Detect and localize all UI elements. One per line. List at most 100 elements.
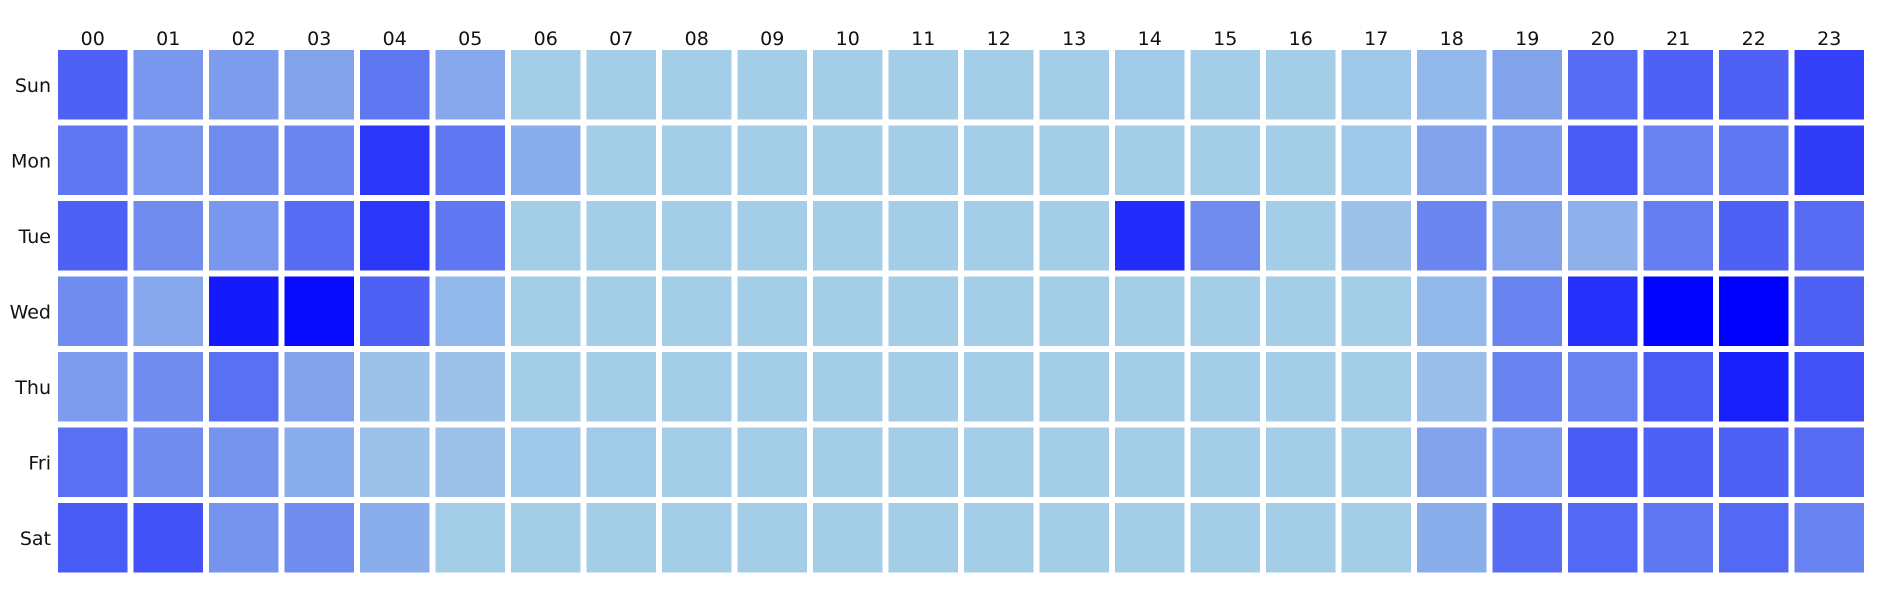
heatmap-cell (1039, 50, 1109, 120)
x-tick-label: 11 (911, 28, 935, 50)
heatmap-cell (1643, 50, 1713, 120)
heatmap-cell (1794, 427, 1864, 497)
heatmap-cell (1266, 503, 1336, 573)
heatmap-cell (1492, 201, 1562, 271)
heatmap-cell (1719, 503, 1789, 573)
heatmap-cell (209, 125, 279, 195)
x-tick-label: 10 (836, 28, 860, 50)
heatmap-cell (1417, 427, 1487, 497)
heatmap-cell (1341, 276, 1411, 346)
heatmap-cell (1417, 201, 1487, 271)
x-tick-label: 00 (81, 28, 105, 50)
heatmap-cell (209, 503, 279, 573)
heatmap-cell (813, 50, 883, 120)
heatmap-cell (209, 427, 279, 497)
heatmap-cell (586, 352, 656, 422)
heatmap-cell (888, 503, 958, 573)
heatmap-cell (662, 352, 732, 422)
heatmap-cell (1190, 503, 1260, 573)
heatmap-cell (511, 201, 581, 271)
y-tick-label: Thu (14, 377, 51, 399)
heatmap-cell (435, 276, 505, 346)
heatmap-cell (284, 427, 354, 497)
x-tick-label: 08 (685, 28, 709, 50)
heatmap-cell (586, 276, 656, 346)
heatmap-cell (360, 50, 430, 120)
heatmap-cell (58, 125, 128, 195)
heatmap-cell (1568, 125, 1638, 195)
heatmap-cell (813, 352, 883, 422)
heatmap-cell (1039, 352, 1109, 422)
heatmap-cell (284, 503, 354, 573)
heatmap-cell (1492, 276, 1562, 346)
heatmap-cell (1190, 50, 1260, 120)
x-tick-label: 14 (1138, 28, 1162, 50)
heatmap-cell (1492, 427, 1562, 497)
heatmap-cell (1190, 201, 1260, 271)
heatmap-cell (133, 201, 203, 271)
heatmap-cell (360, 352, 430, 422)
heatmap-cell (1115, 50, 1185, 120)
heatmap-cell (1417, 125, 1487, 195)
heatmap-cell (1568, 352, 1638, 422)
heatmap-cell (1341, 503, 1411, 573)
heatmap-cell (1794, 50, 1864, 120)
heatmap-cell (435, 50, 505, 120)
x-tick-label: 20 (1591, 28, 1615, 50)
x-tick-label: 03 (307, 28, 331, 50)
heatmap-cell (209, 50, 279, 120)
heatmap-cell (964, 352, 1034, 422)
heatmap-cell (1190, 427, 1260, 497)
x-axis-labels: 00 01 02 03 04 05 06 07 08 09 10 11 12 13 14 15 16 17 18 19… (81, 28, 1842, 50)
heatmap-cell (133, 50, 203, 120)
heatmap-cell (586, 125, 656, 195)
heatmap-cell (737, 503, 807, 573)
heatmap-cell (1794, 125, 1864, 195)
heatmap-cell (1341, 427, 1411, 497)
heatmap-cell (1266, 352, 1336, 422)
heatmap-cell (360, 125, 430, 195)
heatmap-cell (737, 125, 807, 195)
heatmap-cell (1568, 276, 1638, 346)
x-tick-label: 23 (1817, 28, 1841, 50)
heatmap-cell (1039, 201, 1109, 271)
heatmap-cell (1492, 50, 1562, 120)
x-tick-label: 01 (156, 28, 180, 50)
heatmap-cell (209, 276, 279, 346)
heatmap-cell (133, 125, 203, 195)
heatmap-cell (1568, 201, 1638, 271)
heatmap-cell (662, 427, 732, 497)
heatmap-cell (1190, 352, 1260, 422)
heatmap-cell (1266, 276, 1336, 346)
heatmap-cell (511, 276, 581, 346)
heatmap-cell (284, 201, 354, 271)
heatmap-cells (58, 50, 1864, 573)
x-tick-label: 22 (1742, 28, 1766, 50)
heatmap-cell (888, 125, 958, 195)
heatmap-cell (813, 201, 883, 271)
heatmap-cell (1341, 125, 1411, 195)
heatmap-cell (360, 503, 430, 573)
x-tick-label: 17 (1364, 28, 1388, 50)
heatmap-cell (511, 503, 581, 573)
heatmap-cell (737, 427, 807, 497)
heatmap-cell (511, 427, 581, 497)
heatmap-cell (1039, 125, 1109, 195)
heatmap-cell (1190, 125, 1260, 195)
heatmap-cell (284, 50, 354, 120)
heatmap-cell (737, 50, 807, 120)
heatmap-cell (1492, 352, 1562, 422)
x-tick-label: 06 (534, 28, 558, 50)
heatmap-cell (662, 201, 732, 271)
heatmap-cell (284, 125, 354, 195)
heatmap-cell (1115, 276, 1185, 346)
y-tick-label: Sat (20, 528, 51, 550)
heatmap-cell (209, 201, 279, 271)
heatmap-cell (888, 201, 958, 271)
heatmap-cell (511, 352, 581, 422)
heatmap-cell (58, 352, 128, 422)
heatmap-cell (1568, 427, 1638, 497)
x-tick-label: 18 (1440, 28, 1464, 50)
heatmap-cell (133, 352, 203, 422)
